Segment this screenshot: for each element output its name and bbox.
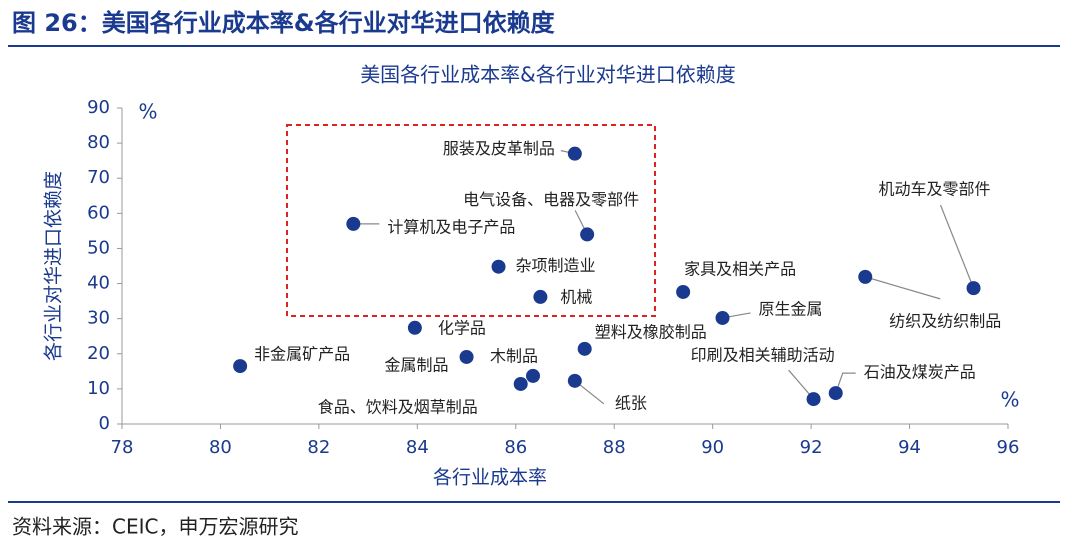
x-tick-label: 94: [898, 437, 921, 458]
point-label: 原生金属: [759, 299, 823, 318]
y-tick-label: 20: [87, 343, 110, 364]
y-tick-label: 0: [99, 413, 110, 434]
leader-line: [939, 204, 975, 289]
chart-title: 美国各行业成本率&各行业对华进口依赖度: [360, 63, 736, 87]
point: [858, 269, 873, 284]
point: [676, 284, 691, 299]
point-label: 计算机及电子产品: [387, 217, 515, 236]
point-label: 金属制品: [385, 355, 449, 374]
x-tick-label: 78: [111, 437, 134, 458]
point: [580, 227, 595, 242]
point-label: 纸张: [615, 393, 647, 412]
point: [567, 373, 582, 388]
point-label: 化学品: [438, 318, 486, 337]
point-label: 木制品: [490, 346, 538, 365]
point: [533, 289, 548, 304]
point-label: 非金属矿产品: [254, 345, 350, 364]
x-tick-label: 84: [406, 437, 429, 458]
y-unit: %: [138, 100, 157, 124]
y-tick-label: 50: [87, 237, 110, 258]
point-label: 服装及皮革制品: [443, 139, 555, 158]
point: [491, 259, 506, 274]
point-label: 塑料及橡胶制品: [595, 322, 707, 341]
y-tick-label: 90: [87, 97, 110, 118]
y-tick-label: 80: [87, 132, 110, 153]
highlight-box: [286, 124, 656, 317]
page-title: 图 26：美国各行业成本率&各行业对华进口依赖度: [12, 9, 556, 37]
point-label: 家具及相关产品: [684, 259, 796, 278]
x-tick-label: 82: [307, 437, 330, 458]
x-tick-label: 80: [209, 437, 232, 458]
leader-line: [835, 372, 856, 394]
x-tick-label: 92: [800, 437, 823, 458]
leader-line: [865, 276, 941, 300]
point-label: 杂项制造业: [516, 256, 596, 275]
x-tick-label: 96: [997, 437, 1020, 458]
point: [966, 281, 981, 296]
y-tick-label: 30: [87, 308, 110, 329]
y-tick-label: 40: [87, 273, 110, 294]
point: [459, 349, 474, 364]
x-tick-label: 86: [504, 437, 527, 458]
x-tick-label: 88: [603, 437, 626, 458]
point: [806, 392, 821, 407]
y-tick-label: 10: [87, 378, 110, 399]
point: [513, 376, 528, 391]
point-label: 印刷及相关辅助活动: [691, 346, 835, 365]
y-axis-label: 各行业对华进口依赖度: [43, 171, 65, 361]
point-label: 纺织及纺织制品: [889, 311, 1001, 330]
point: [233, 359, 248, 374]
y-tick-label: 60: [87, 202, 110, 223]
point: [567, 146, 582, 161]
point: [407, 320, 422, 335]
y-tick-label: 70: [87, 167, 110, 188]
x-axis-label: 各行业成本率: [433, 467, 547, 489]
point: [526, 368, 541, 383]
point-label: 机械: [560, 287, 592, 306]
point-label: 石油及煤炭产品: [864, 363, 976, 382]
point-label: 机动车及零部件: [879, 180, 991, 199]
x-tick-label: 90: [701, 437, 724, 458]
point: [577, 341, 592, 356]
source-note: 资料来源：CEIC，申万宏源研究: [12, 515, 298, 539]
point: [715, 310, 730, 325]
point: [828, 386, 843, 401]
x-unit: %: [1000, 388, 1019, 412]
point-label: 电气设备、电器及零部件: [463, 190, 639, 209]
point-label: 食品、饮料及烟草制品: [318, 397, 478, 416]
point: [346, 216, 361, 231]
